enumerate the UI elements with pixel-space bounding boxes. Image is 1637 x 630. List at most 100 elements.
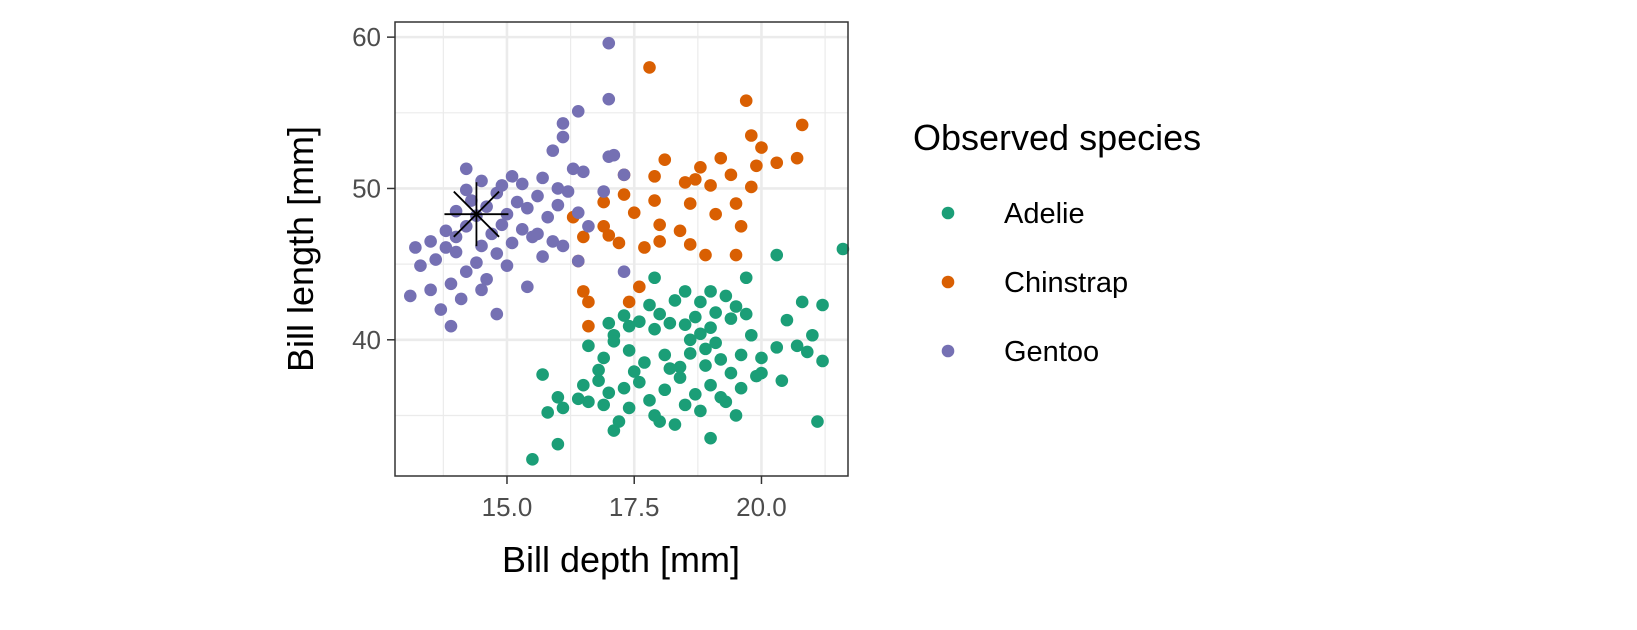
data-point-adelie [577,378,590,392]
legend-title: Observed species [913,117,1201,158]
data-point-adelie [602,316,616,330]
data-point-gentoo [571,104,585,118]
data-point-adelie [739,271,753,285]
data-point-chinstrap [724,168,738,182]
data-point-chinstrap [617,188,631,201]
data-point-gentoo [571,254,585,268]
data-point-chinstrap [734,220,748,233]
data-point-gentoo [551,198,565,212]
data-point-adelie [755,351,768,365]
data-point-adelie [770,248,784,262]
data-point-chinstrap [582,295,595,309]
data-point-chinstrap [699,248,712,262]
data-point-chinstrap [729,197,743,210]
data-point-chinstrap [709,207,722,221]
data-point-chinstrap [678,176,692,189]
data-point-gentoo [546,235,560,248]
data-point-chinstrap [683,197,697,210]
data-point-adelie [638,356,651,369]
data-point-chinstrap [648,194,661,207]
data-point-gentoo [449,230,463,244]
data-point-chinstrap [755,141,768,154]
data-point-gentoo [531,189,544,203]
data-point-chinstrap [643,61,656,74]
data-point-gentoo [403,289,417,303]
data-point-gentoo [465,194,478,207]
data-point-gentoo [485,227,499,241]
data-point-adelie [622,344,636,357]
data-point-gentoo [490,307,504,321]
data-point-adelie [678,398,692,412]
data-point-gentoo [414,259,427,272]
data-point-gentoo [424,235,437,248]
data-point-adelie [714,353,728,366]
data-points [403,36,850,466]
data-point-chinstrap [770,156,784,170]
data-point-adelie [724,366,738,380]
data-point-adelie [592,374,605,387]
data-point-adelie [612,415,626,428]
data-point-adelie [597,398,610,412]
data-point-gentoo [444,319,458,333]
data-point-adelie [617,309,631,322]
data-point-chinstrap [673,224,687,238]
data-point-gentoo [515,223,529,236]
data-point-gentoo [617,265,631,279]
data-point-adelie [790,339,804,353]
data-point-chinstrap [653,218,666,232]
data-point-adelie [683,347,697,360]
data-point-gentoo [546,144,560,157]
data-point-chinstrap [577,230,590,244]
x-tick-label: 20.0 [736,492,787,522]
data-point-gentoo [505,236,519,250]
data-point-adelie [699,359,712,372]
data-point-gentoo [510,195,524,209]
data-point-adelie [836,242,850,256]
data-point-gentoo [571,206,585,219]
data-point-adelie [633,375,646,389]
data-point-adelie [709,306,722,319]
data-point-adelie [744,328,758,342]
data-point-adelie [673,371,687,384]
data-point-chinstrap [683,238,697,251]
data-point-adelie [582,395,595,409]
data-point-adelie [704,431,717,445]
data-point-gentoo [495,218,509,232]
data-point-gentoo [409,241,422,254]
data-point-gentoo [439,224,453,238]
data-point-adelie [704,285,717,298]
data-point-adelie [541,406,554,419]
data-point-chinstrap [744,129,758,142]
data-point-adelie [795,295,809,309]
data-point-gentoo [490,247,504,260]
data-point-gentoo [439,241,453,254]
data-point-adelie [780,313,794,327]
data-point-adelie [734,348,748,362]
data-point-chinstrap [790,151,804,165]
data-point-gentoo [505,170,519,183]
data-point-adelie [617,381,631,395]
data-point-gentoo [541,210,554,224]
data-point-adelie [704,321,717,334]
data-point-gentoo [597,185,610,198]
data-point-adelie [663,316,677,330]
data-point-chinstrap [633,280,646,294]
tick-labels: 15.0 17.5 20.0 40 50 60 [352,22,787,522]
data-point-gentoo [459,220,473,233]
data-point-adelie [622,319,636,333]
data-point-gentoo [449,245,463,259]
data-point-chinstrap [658,153,672,167]
data-point-gentoo [429,253,443,266]
data-point-adelie [653,307,666,321]
data-point-adelie [770,341,784,354]
legend-entries: Adelie Chinstrap Gentoo [941,198,1128,368]
data-point-adelie [719,289,733,303]
legend-label-adelie: Adelie [1004,198,1085,230]
data-point-adelie [800,345,814,359]
data-point-chinstrap [714,151,728,165]
data-point-chinstrap [582,319,595,333]
x-tick-label: 17.5 [609,492,660,522]
y-tick-label: 40 [352,325,381,355]
data-point-gentoo [582,220,595,233]
data-point-adelie [633,315,646,328]
